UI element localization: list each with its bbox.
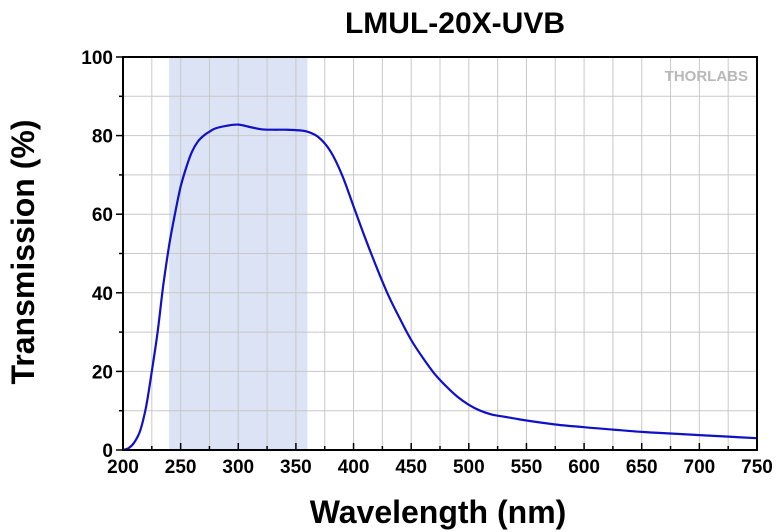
thorlabs-logo: THORLABS xyxy=(665,68,748,85)
y-tick-label: 40 xyxy=(92,284,113,305)
y-tick-label: 80 xyxy=(92,127,113,148)
x-tick-label: 400 xyxy=(338,457,370,478)
x-tick-label: 250 xyxy=(165,457,197,478)
x-axis-label: Wavelength (nm) xyxy=(310,494,567,530)
y-tick-labels: 0 20 40 60 80 100 xyxy=(81,48,113,462)
chart-title: LMUL-20X-UVB xyxy=(345,7,565,40)
x-tick-label: 550 xyxy=(511,457,543,478)
y-axis-label: Transmission (%) xyxy=(5,120,41,385)
x-tick-labels: 200 250 300 350 400 450 500 550 600 650 700 750 xyxy=(107,457,773,478)
x-tick-label: 200 xyxy=(107,457,139,478)
axis-ticks xyxy=(116,56,758,451)
x-tick-label: 300 xyxy=(222,457,254,478)
x-tick-label: 700 xyxy=(684,457,716,478)
x-tick-label: 350 xyxy=(280,457,312,478)
y-tick-label: 60 xyxy=(92,205,113,226)
series-line xyxy=(122,123,758,452)
y-tick-label: 20 xyxy=(92,362,113,383)
x-tick-label: 750 xyxy=(741,457,773,478)
y-tick-label: 100 xyxy=(81,48,113,69)
x-tick-label: 450 xyxy=(395,457,427,478)
y-tick-label: 0 xyxy=(102,441,113,462)
x-tick-label: 500 xyxy=(453,457,485,478)
gridlines xyxy=(123,57,757,450)
x-tick-label: 600 xyxy=(568,457,600,478)
x-tick-label: 650 xyxy=(626,457,658,478)
